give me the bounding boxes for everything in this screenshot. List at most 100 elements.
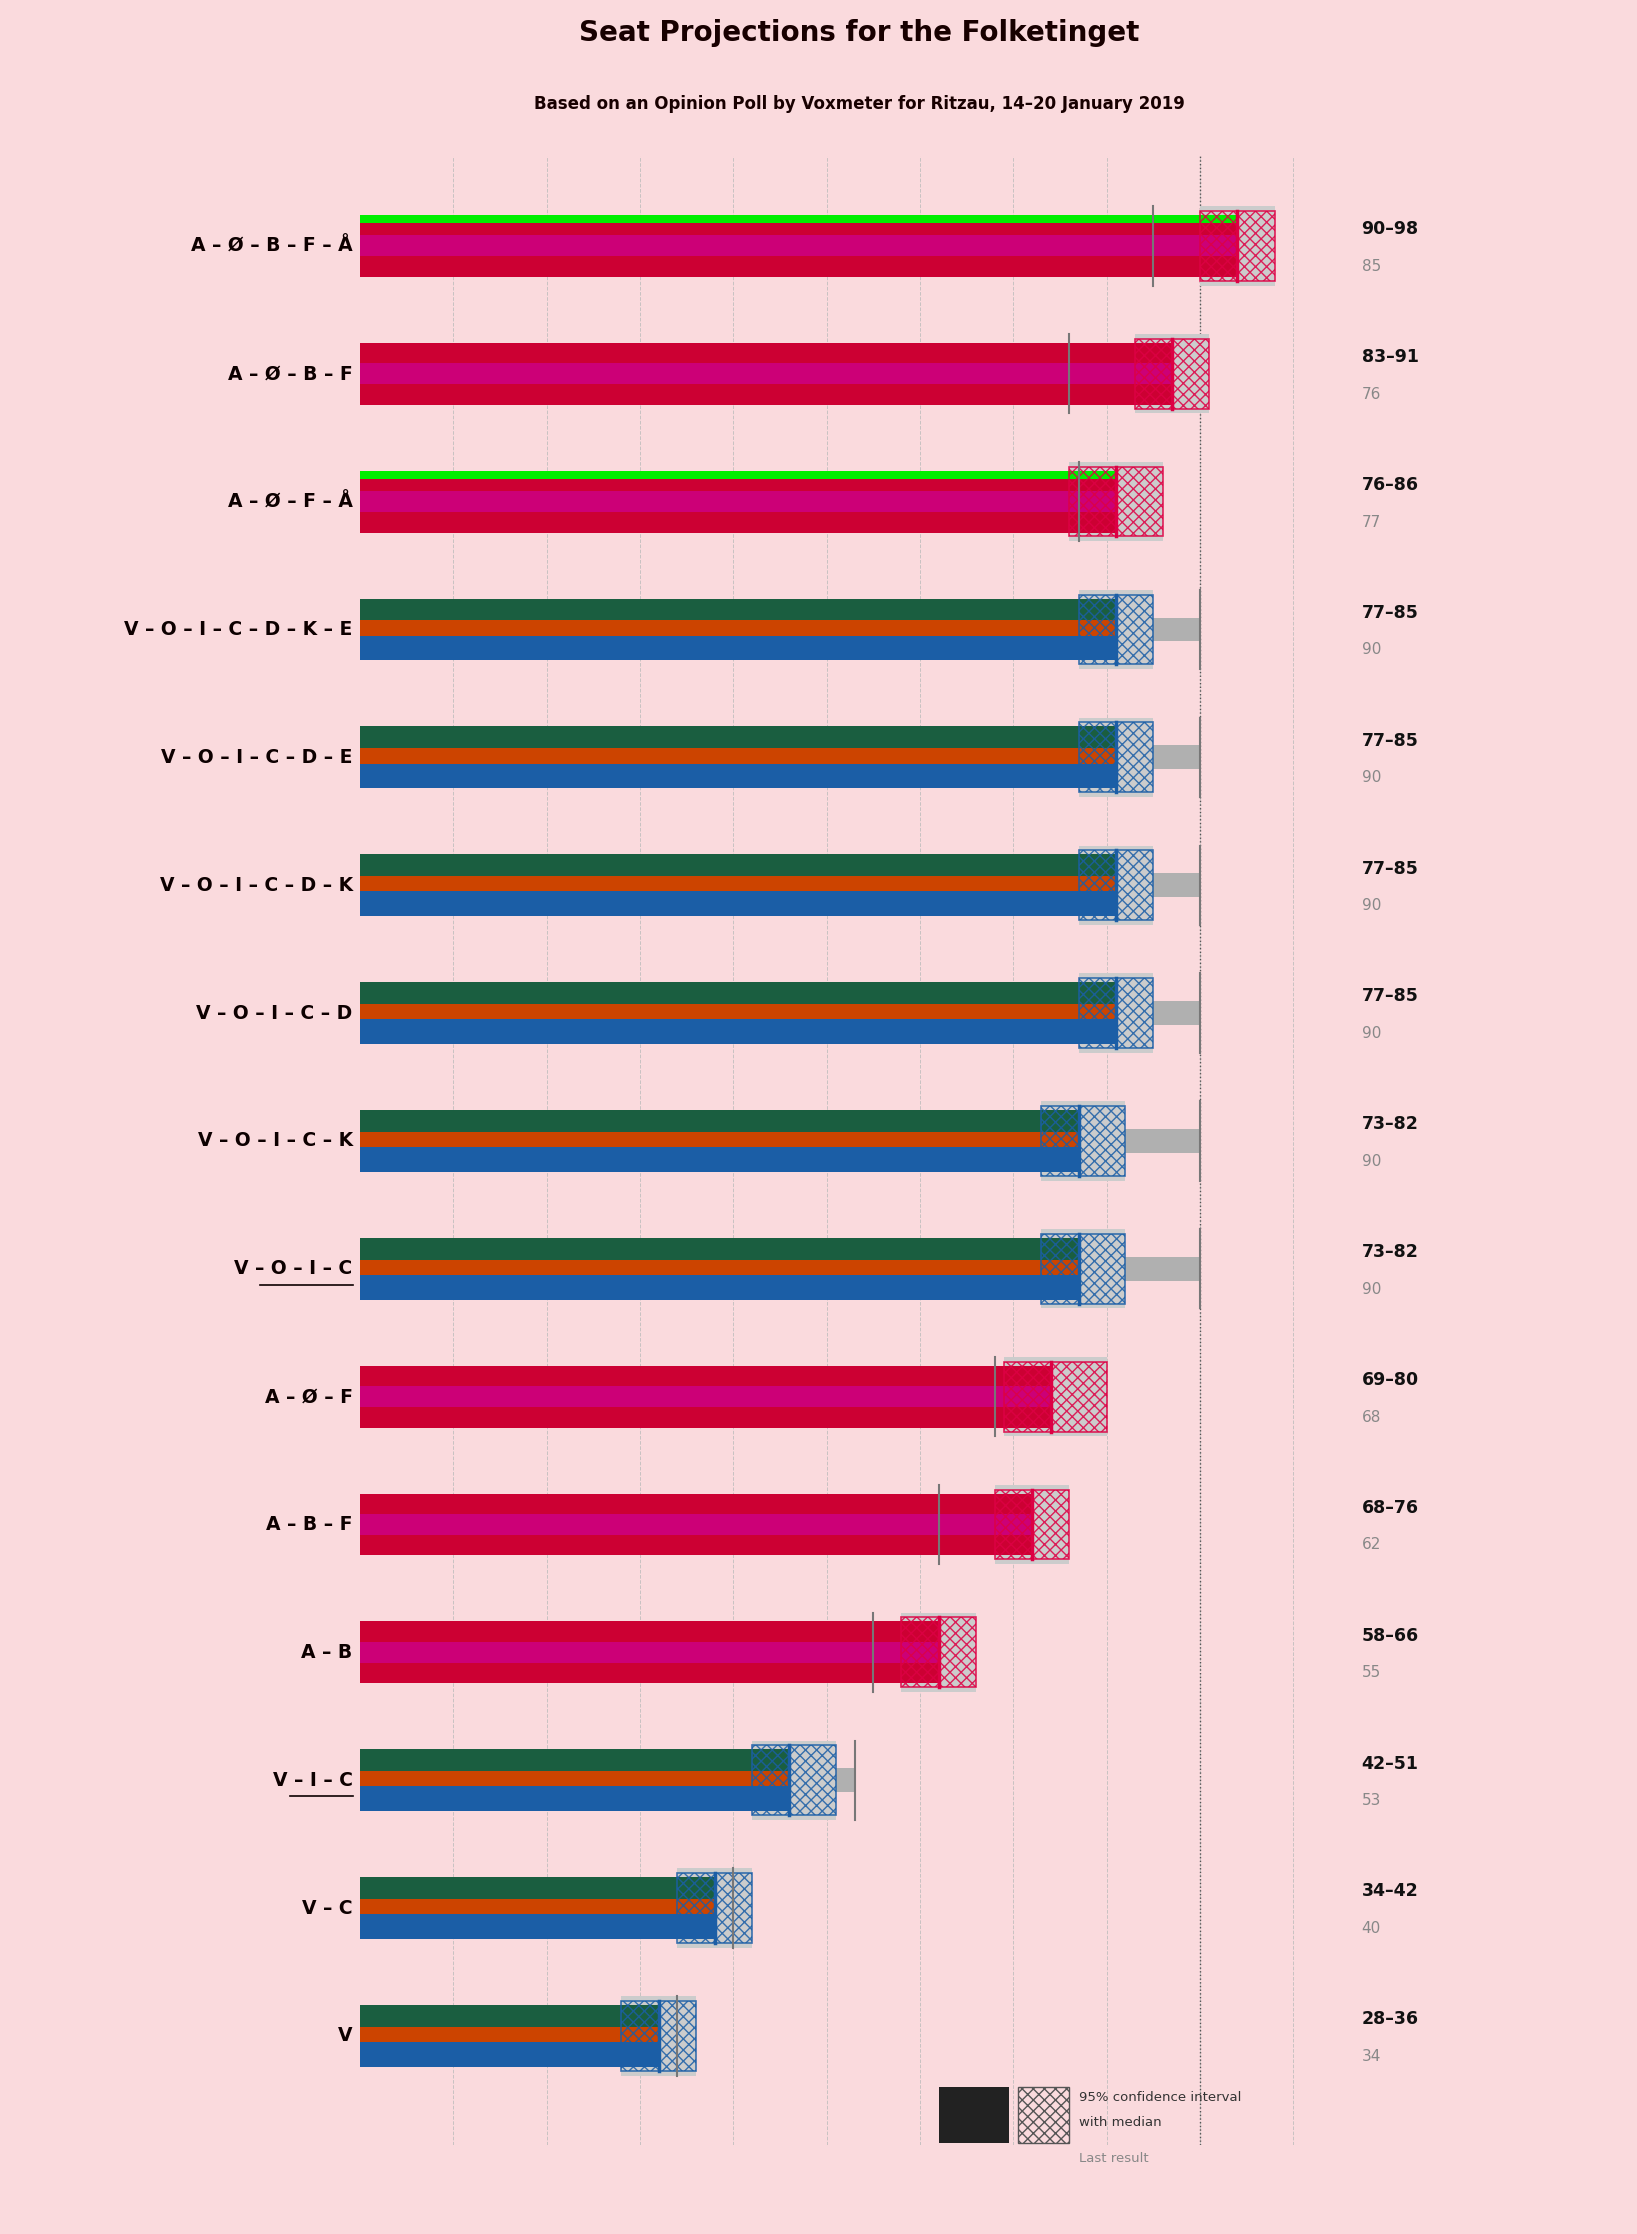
Bar: [1079, 594, 1154, 663]
Text: 90: 90: [1362, 898, 1382, 914]
Text: 58–66: 58–66: [1362, 1626, 1419, 1644]
Bar: [1134, 340, 1210, 409]
Bar: [360, 1897, 733, 1919]
Text: 40: 40: [1362, 1921, 1380, 1937]
Text: V – I – C: V – I – C: [273, 1772, 352, 1789]
Bar: [751, 1740, 837, 1821]
Bar: [1079, 717, 1154, 798]
Text: A – Ø – F – Å: A – Ø – F – Å: [228, 491, 352, 512]
Bar: [360, 637, 1116, 661]
Bar: [360, 1133, 1079, 1146]
Bar: [360, 1110, 1079, 1133]
Bar: [360, 891, 1116, 916]
Bar: [1041, 1229, 1125, 1309]
Bar: [1079, 851, 1154, 920]
Text: V – O – I – C: V – O – I – C: [234, 1260, 352, 1278]
Text: V – O – I – C – D – K – E: V – O – I – C – D – K – E: [124, 621, 352, 639]
Bar: [360, 1146, 1079, 1173]
Bar: [360, 1749, 789, 1772]
Bar: [360, 599, 1116, 621]
Bar: [360, 471, 1116, 478]
Bar: [1041, 1101, 1125, 1180]
Text: V – C: V – C: [303, 1899, 352, 1917]
Text: A – Ø – B – F: A – Ø – B – F: [228, 364, 352, 384]
Bar: [360, 617, 1200, 641]
Text: 73–82: 73–82: [1362, 1242, 1418, 1262]
Bar: [360, 1258, 1200, 1280]
Text: 42–51: 42–51: [1362, 1754, 1419, 1772]
Bar: [360, 2006, 658, 2026]
Bar: [360, 491, 1116, 512]
Text: Seat Projections for the Folketinget: Seat Projections for the Folketinget: [579, 20, 1139, 47]
Bar: [360, 1260, 1079, 1276]
Bar: [622, 2002, 696, 2071]
Bar: [1079, 722, 1154, 793]
Bar: [360, 489, 1079, 514]
Bar: [360, 1662, 938, 1682]
Bar: [360, 1512, 938, 1537]
Bar: [360, 235, 1238, 257]
Bar: [360, 257, 1238, 277]
Bar: [360, 1407, 1051, 1428]
Bar: [1079, 844, 1154, 925]
Bar: [360, 1535, 1031, 1555]
Text: 90: 90: [1362, 1025, 1382, 1041]
Bar: [622, 1997, 696, 2075]
Text: A – B: A – B: [301, 1642, 352, 1662]
Bar: [360, 1640, 874, 1664]
Bar: [360, 748, 1116, 764]
Bar: [360, 1769, 855, 1792]
Text: A – Ø – B – F – Å: A – Ø – B – F – Å: [192, 237, 352, 255]
Text: A – B – F: A – B – F: [267, 1515, 352, 1535]
Text: 76–86: 76–86: [1362, 476, 1419, 494]
Bar: [1003, 1356, 1107, 1436]
Text: 68–76: 68–76: [1362, 1499, 1419, 1517]
Bar: [678, 1874, 751, 1944]
Bar: [360, 1877, 715, 1899]
Bar: [360, 2024, 678, 2049]
Bar: [360, 2026, 658, 2042]
Text: Based on an Opinion Poll by Voxmeter for Ritzau, 14–20 January 2019: Based on an Opinion Poll by Voxmeter for…: [534, 94, 1185, 112]
Bar: [360, 1019, 1116, 1043]
Text: 62: 62: [1362, 1537, 1382, 1553]
Bar: [360, 876, 1116, 891]
Bar: [1041, 1106, 1125, 1175]
Bar: [360, 1642, 938, 1662]
Text: 95% confidence interval: 95% confidence interval: [1079, 2091, 1241, 2104]
Bar: [360, 1899, 715, 1915]
Bar: [360, 214, 1238, 235]
Bar: [360, 1238, 1079, 1260]
Bar: [995, 1490, 1069, 1559]
Bar: [902, 1617, 976, 1687]
Text: 90: 90: [1362, 643, 1382, 657]
Bar: [1069, 467, 1162, 536]
Bar: [360, 471, 1116, 491]
Bar: [360, 1276, 1079, 1300]
Text: V: V: [339, 2026, 352, 2046]
Text: 55: 55: [1362, 1664, 1380, 1680]
Bar: [1200, 210, 1275, 281]
Bar: [360, 1385, 1051, 1407]
Bar: [1134, 335, 1210, 413]
Bar: [995, 1486, 1069, 1564]
Bar: [360, 746, 1200, 768]
Text: 85: 85: [1362, 259, 1380, 275]
Text: 28–36: 28–36: [1362, 2011, 1419, 2028]
Text: 53: 53: [1362, 1794, 1382, 1807]
Bar: [360, 1365, 1051, 1385]
Text: V – O – I – C – D: V – O – I – C – D: [196, 1003, 352, 1023]
Bar: [360, 362, 1069, 386]
Bar: [751, 1745, 837, 1814]
Bar: [360, 1385, 995, 1407]
Bar: [360, 364, 1172, 384]
Text: 34–42: 34–42: [1362, 1883, 1418, 1901]
Bar: [360, 512, 1116, 532]
Bar: [360, 1003, 1116, 1019]
Bar: [360, 2042, 658, 2066]
Text: 77: 77: [1362, 514, 1380, 529]
Bar: [1079, 978, 1154, 1048]
Bar: [902, 1613, 976, 1691]
Text: V – O – I – C – D – K: V – O – I – C – D – K: [159, 876, 352, 894]
Text: 83–91: 83–91: [1362, 349, 1419, 366]
Bar: [360, 1128, 1200, 1153]
